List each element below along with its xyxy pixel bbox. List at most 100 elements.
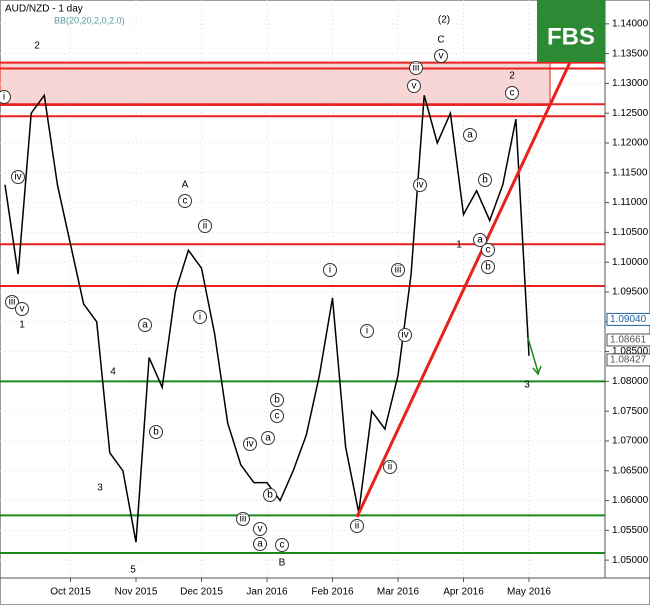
sub-wave-label: b (274, 395, 280, 406)
trend-line (355, 57, 574, 518)
wave-circle (478, 173, 492, 187)
sub-wave-label: iv (416, 180, 423, 191)
sub-wave-label: c (280, 540, 285, 551)
wave-circle (0, 90, 11, 104)
wave-circle (243, 437, 257, 451)
wave-label: (2) (438, 15, 450, 26)
logo-box (537, 0, 605, 62)
wave-label: B (279, 558, 286, 569)
y-tick-label: 1.12500 (612, 108, 649, 119)
sub-wave-label: iii (240, 514, 247, 525)
wave-circle (505, 86, 519, 100)
wave-label: A (182, 180, 189, 191)
wave-circle (138, 318, 152, 332)
sub-wave-label: c (510, 88, 515, 99)
y-tick-label: 1.13000 (612, 78, 649, 89)
wave-circle (409, 61, 423, 75)
sub-wave-label: a (265, 433, 271, 444)
wave-circle (323, 263, 337, 277)
chart-title: AUD/NZD - 1 day (5, 4, 83, 15)
sub-wave-label: iii (413, 63, 420, 74)
sub-wave-label: c (275, 411, 280, 422)
sub-wave-label: iv (246, 439, 253, 450)
y-tick-label: 1.05500 (612, 525, 649, 536)
y-tick-label: 1.06500 (612, 465, 649, 476)
wave-circle (15, 302, 29, 316)
y-tick-label: 1.11500 (612, 167, 648, 178)
wave-circle (261, 431, 275, 445)
sub-wave-label: iv (401, 330, 408, 341)
sub-wave-label: ii (355, 521, 359, 532)
sub-wave-label: i (366, 326, 368, 337)
price-tag-label: 1.09040 (610, 314, 647, 325)
sub-wave-label: iii (9, 297, 16, 308)
wave-circle (383, 460, 397, 474)
wave-circle (407, 79, 421, 93)
wave-circle (434, 49, 448, 63)
y-tick-label: 1.13500 (612, 48, 649, 59)
wave-circle (481, 243, 495, 257)
wave-circle (193, 310, 207, 324)
sub-wave-label: v (258, 524, 263, 535)
sub-wave-label: iii (395, 265, 402, 276)
resistance-zone (0, 62, 551, 106)
wave-circle (398, 328, 412, 342)
logo: FBS (547, 23, 595, 50)
target-arrow (527, 337, 542, 376)
wave-circle (263, 488, 277, 502)
wave-label: 1 (456, 240, 462, 251)
y-tick-label: 1.08500 (612, 346, 649, 357)
wave-circle (473, 233, 487, 247)
sub-wave-label: v (439, 51, 444, 62)
sub-wave-label: ii (388, 462, 392, 473)
price-line (4, 93, 530, 543)
sub-wave-label: a (257, 539, 263, 550)
wave-circle (236, 512, 250, 526)
sub-wave-label: i (199, 312, 201, 323)
wave-circle (413, 178, 427, 192)
y-tick-label: 1.07000 (612, 436, 649, 447)
wave-label: C (437, 35, 444, 46)
wave-circle (360, 324, 374, 338)
sub-wave-label: b (485, 262, 491, 273)
sub-wave-label: b (267, 490, 273, 501)
y-tick-label: 1.10000 (612, 257, 649, 268)
sub-wave-label: c (183, 196, 188, 207)
x-tick-label: Nov 2015 (115, 587, 158, 598)
y-tick-label: 1.14000 (612, 18, 649, 29)
wave-circle (11, 170, 25, 184)
wave-circle (350, 519, 364, 533)
price-tag (606, 312, 650, 326)
price-tag-label: 1.08427 (610, 355, 647, 366)
y-tick-label: 1.05000 (612, 555, 649, 566)
x-tick-label: Jan 2016 (246, 587, 288, 598)
sub-wave-label: v (20, 304, 25, 315)
y-tick-label: 1.10500 (612, 227, 649, 238)
wave-circle (198, 219, 212, 233)
x-tick-label: Feb 2016 (311, 587, 354, 598)
y-tick-label: 1.11000 (612, 197, 648, 208)
y-tick-label: 1.07500 (612, 406, 649, 417)
indicator-label: BB(20,20,2,0,2.0) (54, 15, 125, 25)
price-tag (606, 333, 650, 347)
x-tick-label: Oct 2015 (50, 587, 91, 598)
y-tick-label: 1.08000 (612, 376, 649, 387)
sub-wave-label: ii (203, 221, 207, 232)
wave-circle (270, 393, 284, 407)
y-tick-label: 1.09500 (612, 287, 649, 298)
wave-circle (391, 263, 405, 277)
wave-label: 4 (110, 367, 116, 378)
x-tick-label: Dec 2015 (180, 587, 223, 598)
wave-label: 5 (130, 565, 136, 576)
sub-wave-label: v (412, 81, 417, 92)
price-tag-label: 1.08661 (610, 335, 647, 346)
sub-wave-label: iv (14, 172, 21, 183)
wave-circle (463, 128, 477, 142)
x-tick-label: Apr 2016 (443, 587, 484, 598)
wave-circle (253, 537, 267, 551)
wave-label: 1 (19, 320, 25, 331)
wave-circle (5, 295, 19, 309)
sub-wave-label: b (482, 175, 488, 186)
wave-circle (481, 260, 495, 274)
